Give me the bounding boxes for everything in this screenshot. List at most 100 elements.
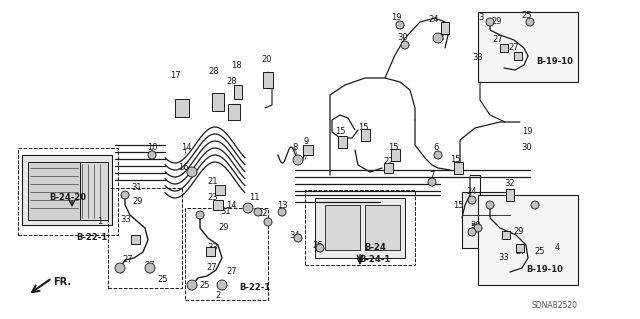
Text: 27: 27: [493, 35, 503, 44]
Text: 20: 20: [262, 56, 272, 64]
Bar: [441, 22, 449, 34]
Bar: [305, 190, 415, 265]
Text: B-19-10: B-19-10: [527, 265, 563, 275]
Bar: [516, 244, 524, 252]
Bar: [478, 12, 578, 82]
Circle shape: [217, 280, 227, 290]
Text: 28: 28: [227, 78, 237, 86]
Text: 19: 19: [391, 13, 401, 23]
Bar: [80, 162, 108, 220]
Bar: [361, 129, 370, 141]
Text: 27: 27: [123, 256, 133, 264]
Text: 11: 11: [249, 194, 259, 203]
Text: 2: 2: [216, 291, 221, 300]
Circle shape: [401, 41, 409, 49]
Text: 31: 31: [132, 182, 142, 191]
Bar: [18, 148, 118, 235]
Circle shape: [526, 18, 534, 26]
Text: 8: 8: [292, 144, 298, 152]
Text: B-22-1: B-22-1: [239, 284, 271, 293]
Bar: [500, 44, 508, 52]
Bar: [454, 162, 463, 174]
Text: 27: 27: [227, 268, 237, 277]
Bar: [108, 188, 182, 288]
Text: 14: 14: [180, 144, 191, 152]
Circle shape: [468, 196, 476, 204]
Bar: [212, 93, 224, 111]
Text: 12: 12: [257, 209, 268, 218]
Text: B-22-1: B-22-1: [76, 234, 108, 242]
Text: B-19-10: B-19-10: [536, 57, 573, 66]
Text: 1: 1: [97, 218, 102, 226]
Text: 24: 24: [429, 16, 439, 25]
Circle shape: [121, 191, 129, 199]
Text: 7: 7: [429, 170, 435, 180]
Circle shape: [294, 234, 302, 242]
Text: 21: 21: [208, 177, 218, 187]
Text: 30: 30: [470, 220, 481, 229]
Bar: [303, 145, 313, 155]
Text: B-24: B-24: [364, 243, 386, 253]
Text: 22: 22: [384, 158, 394, 167]
Text: 13: 13: [276, 201, 287, 210]
Circle shape: [468, 228, 476, 236]
Text: 10: 10: [147, 144, 157, 152]
Text: 28: 28: [209, 68, 220, 77]
Bar: [315, 198, 405, 258]
Circle shape: [316, 244, 324, 252]
Bar: [338, 136, 347, 148]
Bar: [478, 195, 578, 285]
Bar: [514, 52, 522, 60]
Bar: [213, 200, 223, 210]
Circle shape: [396, 21, 404, 29]
Text: 24: 24: [467, 188, 477, 197]
Circle shape: [196, 211, 204, 219]
Circle shape: [474, 224, 482, 232]
Bar: [28, 162, 80, 220]
Bar: [206, 247, 215, 256]
Text: 26: 26: [313, 241, 323, 249]
Text: 17: 17: [170, 70, 180, 79]
Bar: [22, 155, 112, 225]
Bar: [462, 192, 510, 248]
Text: 15: 15: [388, 144, 398, 152]
Text: 30: 30: [522, 144, 532, 152]
Bar: [502, 231, 510, 239]
Circle shape: [264, 218, 272, 226]
Circle shape: [433, 33, 443, 43]
Text: 5: 5: [470, 224, 476, 233]
Text: 33: 33: [472, 54, 483, 63]
Bar: [365, 205, 400, 250]
Bar: [185, 208, 268, 300]
Circle shape: [115, 263, 125, 273]
Text: 29: 29: [492, 18, 502, 26]
Bar: [228, 104, 240, 120]
Text: 29: 29: [132, 197, 143, 206]
Circle shape: [243, 203, 253, 213]
Text: SDNAB2520: SDNAB2520: [532, 300, 578, 309]
Text: 4: 4: [554, 243, 559, 253]
Circle shape: [486, 18, 494, 26]
Circle shape: [434, 151, 442, 159]
Text: 18: 18: [230, 61, 241, 70]
Bar: [384, 163, 393, 173]
Text: 23: 23: [208, 192, 218, 202]
Bar: [215, 185, 225, 195]
Text: 9: 9: [303, 137, 308, 146]
Text: 25: 25: [157, 276, 168, 285]
Bar: [325, 205, 360, 250]
Text: 29: 29: [219, 224, 229, 233]
Text: 32: 32: [435, 33, 445, 42]
Text: 16: 16: [178, 164, 188, 173]
Circle shape: [428, 178, 436, 186]
Text: 15: 15: [452, 201, 463, 210]
Bar: [131, 235, 140, 244]
Text: 19: 19: [522, 128, 532, 137]
Text: 25: 25: [200, 280, 211, 290]
Text: 33: 33: [499, 254, 509, 263]
Text: 34: 34: [290, 231, 300, 240]
Text: 25: 25: [522, 11, 532, 20]
Text: 31: 31: [221, 207, 231, 217]
Text: 15: 15: [358, 123, 368, 132]
Circle shape: [148, 151, 156, 159]
